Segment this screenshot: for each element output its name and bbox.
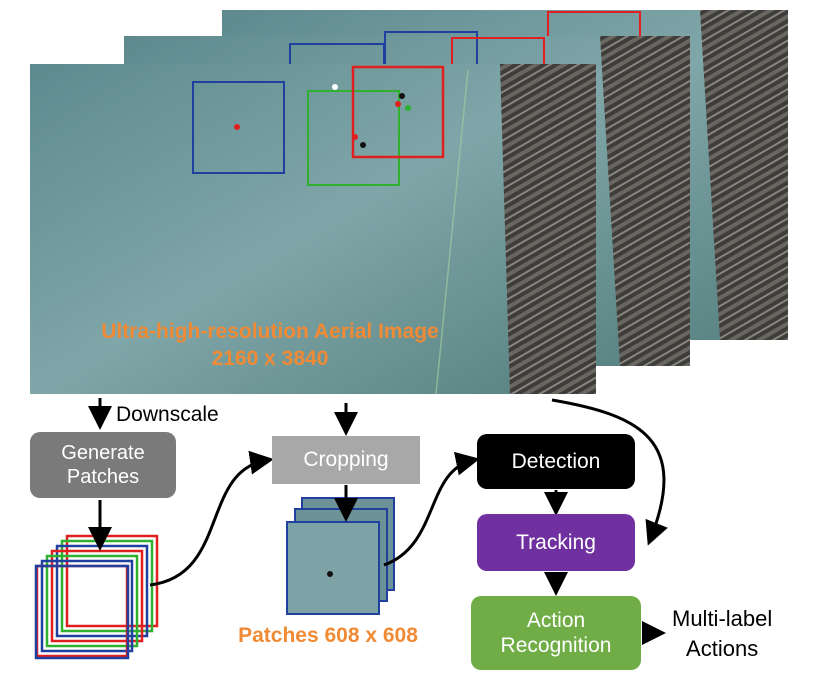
action-recognition-box: Action Recognition — [471, 596, 641, 670]
tracking-box: Tracking — [477, 514, 635, 571]
cropping-label: Cropping — [303, 448, 389, 472]
generate-patches-line1: Generate — [61, 442, 145, 464]
stack-to-cropping-arrow — [149, 450, 274, 587]
cropped-patch-stack — [286, 497, 395, 615]
patches-to-detection-arrow — [383, 451, 480, 567]
patches-size-label: Patches 608 x 608 — [238, 624, 418, 647]
generate-patches-box: Generate Patches — [30, 432, 176, 498]
output-line1: Multi-label — [672, 606, 773, 631]
output-line2: Actions — [686, 635, 759, 661]
patch-stack — [34, 534, 159, 660]
output-label: Multi-label Actions — [672, 604, 772, 663]
aerial-frame-front — [30, 64, 596, 395]
action-recognition-line2: Recognition — [500, 634, 612, 657]
action-recognition-line1: Action — [526, 608, 586, 632]
tracking-label: Tracking — [516, 530, 596, 554]
image-to-tracking-arrow — [551, 398, 668, 546]
detection-box: Detection — [477, 434, 635, 489]
blue-crop-box — [192, 81, 285, 174]
image-caption-resolution: 2160 x 3840 — [211, 347, 329, 371]
detection-label: Detection — [511, 449, 601, 473]
generate-patches-line2: Patches — [66, 466, 140, 488]
image-caption: Ultra-high-resolution Aerial Image 2160 … — [30, 318, 510, 373]
red-crop-box — [351, 65, 445, 159]
cropping-box: Cropping — [272, 436, 420, 484]
image-caption-title: Ultra-high-resolution Aerial Image — [101, 320, 439, 343]
downscale-label: Downscale — [116, 403, 219, 426]
